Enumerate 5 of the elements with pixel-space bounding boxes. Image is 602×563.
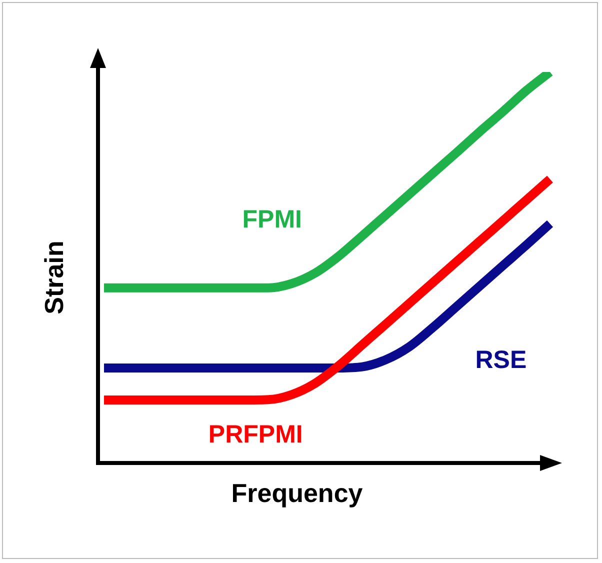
series-label: FPMI <box>242 205 302 234</box>
y-axis-title: Strain <box>39 240 70 314</box>
series-label: RSE <box>475 346 527 374</box>
x-axis-title: Frequency <box>231 478 364 508</box>
series-label: PRFPMI <box>208 420 303 449</box>
